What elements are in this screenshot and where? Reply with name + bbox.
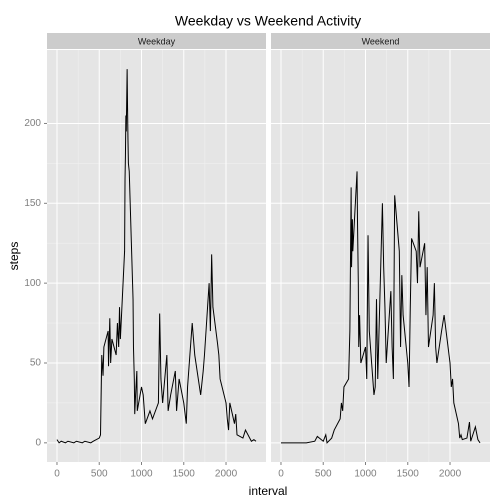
x-tick-label: 2000 <box>439 469 462 480</box>
y-tick-label: 200 <box>24 118 41 129</box>
x-tick-label: 1500 <box>397 469 420 480</box>
data-line <box>56 69 257 444</box>
facet-label: Weekday <box>138 36 176 46</box>
facet-strip <box>271 33 490 49</box>
y-tick-label: 100 <box>24 278 41 289</box>
facet-strip <box>47 33 266 49</box>
y-axis-label: steps <box>7 242 21 271</box>
chart-title: Weekday vs Weekend Activity <box>175 13 361 29</box>
panel-background <box>271 50 490 462</box>
x-tick-label: 1500 <box>173 469 196 480</box>
x-tick-label: 1000 <box>354 469 377 480</box>
x-tick-label: 0 <box>54 469 60 480</box>
data-line <box>280 171 481 444</box>
x-axis-label: interval <box>249 484 288 498</box>
y-tick-label: 0 <box>35 437 41 448</box>
x-tick-label: 0 <box>278 469 284 480</box>
x-tick-label: 500 <box>315 469 332 480</box>
y-tick-label: 50 <box>30 358 42 369</box>
x-tick-label: 500 <box>91 469 108 480</box>
x-tick-label: 1000 <box>130 469 153 480</box>
x-tick-label: 2000 <box>215 469 238 480</box>
facet-label: Weekend <box>362 36 400 46</box>
panel-background <box>47 50 266 462</box>
y-tick-label: 150 <box>24 198 41 209</box>
